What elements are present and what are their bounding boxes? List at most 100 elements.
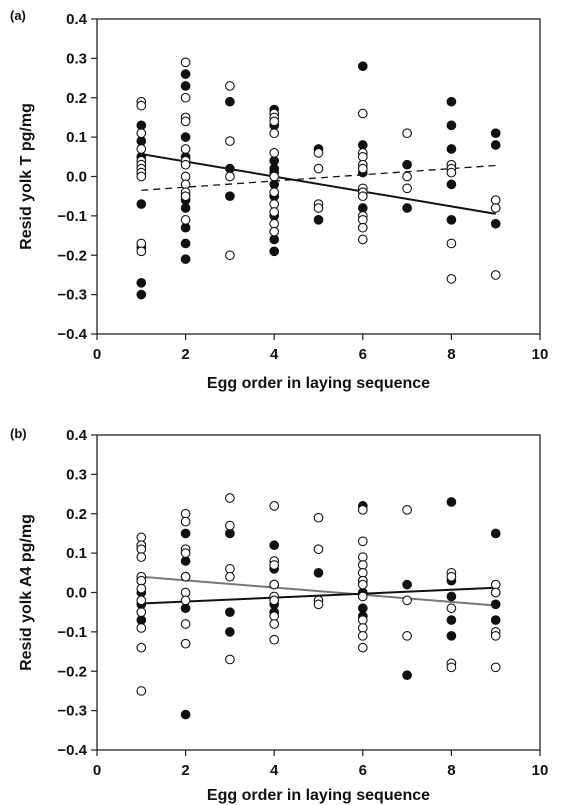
panel-a-xtick-label: 0 — [93, 346, 101, 363]
panel-a-point-filled — [180, 254, 191, 265]
panel-b-point-filled — [446, 615, 457, 625]
panel-a-point-filled — [225, 163, 235, 174]
panel-a-point-filled — [136, 120, 147, 131]
panel-b-point-filled — [446, 497, 457, 507]
panel-b-point-open — [269, 579, 280, 590]
panel-a-xtick-label: 8 — [447, 346, 455, 363]
panel-b-point-open — [357, 579, 368, 590]
panel-b-point-filled — [136, 615, 147, 625]
panel-b-plot-frame — [96, 434, 541, 751]
panel-b-point-open — [357, 591, 368, 602]
panel-a-point-filled — [313, 214, 324, 225]
panel-b-point-open — [225, 564, 235, 574]
panel-b-ytick-label: 0.4 — [66, 427, 88, 444]
panel-a-point-open — [357, 214, 368, 225]
panel-b-point-open — [136, 532, 147, 543]
panel-b-ytick-label: −0.3 — [57, 703, 87, 720]
panel-b-point-open — [313, 599, 324, 610]
panel-a-ytick-label: −0.3 — [57, 287, 87, 304]
panel-b-point-open — [136, 552, 147, 562]
panel-b-y-axis-label: Resid yolk A4 pg/mg — [18, 514, 35, 671]
panel-b-point-open — [313, 544, 324, 555]
panel-a-ytick-label: 0.1 — [66, 129, 87, 146]
panel-a-point-open — [225, 171, 235, 182]
panel-b-point-open — [269, 595, 280, 606]
panel-b-point-open — [180, 548, 191, 558]
panel-a-point-filled — [269, 246, 280, 257]
panel-a-point-filled — [446, 96, 457, 107]
panel-a-xtick-label: 4 — [270, 346, 279, 363]
panel-a-point-open — [357, 108, 368, 119]
panel-b-point-open — [136, 607, 147, 618]
panel-a-point-filled — [180, 238, 191, 249]
panel-a-point-filled — [446, 214, 457, 225]
panel-b-xtick-label: 10 — [532, 762, 549, 779]
panel-a-point-open — [180, 144, 191, 154]
panel-b-xtick-label: 4 — [270, 762, 279, 779]
panel-a-point-open — [402, 171, 412, 182]
panel-b-point-filled — [180, 528, 191, 539]
panel-b-point-open — [446, 571, 457, 582]
panel-a-point-filled — [446, 120, 457, 131]
panel-b-point-open — [490, 587, 501, 598]
panel-a-point-open — [357, 191, 368, 202]
panel-b-point-open — [446, 603, 457, 614]
panel-a-point-open — [180, 92, 191, 103]
panel-b-point-open — [136, 686, 147, 696]
panel-b-point-filled — [402, 670, 412, 681]
panel-b-point-open — [402, 630, 412, 641]
panel-a-point-filled — [136, 199, 147, 209]
panel-a-y-axis-label: Resid yolk T pg/mg — [18, 103, 35, 250]
panel-b-point-open — [490, 662, 501, 673]
panel-b-point-filled — [225, 528, 235, 539]
panel-a-point-open — [269, 226, 280, 237]
panel-b-trend-line-1 — [141, 575, 496, 607]
panel-b-point-filled — [490, 599, 501, 610]
panel-b-point-open — [269, 634, 280, 645]
panel-b-xtick-label: 2 — [181, 762, 189, 779]
panel-a-point-filled — [357, 140, 368, 150]
panel-a-ytick-label: −0.2 — [57, 247, 87, 264]
panel-a-point-filled — [446, 144, 457, 154]
panel-a-point-filled — [402, 159, 412, 170]
panel-a-point-filled — [357, 203, 368, 213]
panel-b-point-open — [490, 630, 501, 641]
panel-b-point-open — [269, 501, 280, 511]
panel-a-point-open — [269, 171, 280, 182]
panel-a-point-open — [225, 250, 235, 261]
panel-b-point-open — [402, 595, 412, 606]
panel-a-point-filled — [269, 179, 280, 190]
panel-a-ytick-label: 0.3 — [66, 50, 87, 67]
panel-b-label: (b) — [10, 426, 27, 441]
panel-b-xtick-label: 0 — [93, 762, 101, 779]
panel-b-point-open — [136, 595, 147, 606]
panel-b-point-open — [136, 575, 147, 586]
panel-b-point-open — [180, 508, 191, 519]
panel-a-point-open — [446, 167, 457, 178]
panel-a-point-filled — [490, 128, 501, 139]
panel-a-x-axis-label: Egg order in laying sequence — [207, 375, 430, 392]
panel-b-point-open — [357, 536, 368, 547]
panel-b-point-filled — [180, 603, 191, 614]
panel-a-ytick-label: 0.0 — [66, 169, 87, 186]
panel-b-point-open — [357, 560, 368, 570]
panel-b-point-filled — [180, 556, 191, 566]
panel-a-ytick-label: 0.4 — [66, 11, 88, 28]
panel-a-trend-line-1 — [141, 153, 496, 215]
panel-a-point-filled — [136, 289, 147, 300]
panel-a-point-open — [269, 116, 280, 127]
panel-a-point-open — [269, 218, 280, 229]
panel-a-point-filled — [225, 191, 235, 202]
panel-b-point-open — [357, 552, 368, 562]
panel-b-xtick-label: 6 — [359, 762, 367, 779]
panel-a-point-filled — [136, 136, 147, 146]
panel-a-point-open — [490, 203, 501, 213]
panel-a-point-open — [180, 171, 191, 182]
panel-b-point-open — [225, 493, 235, 503]
panel-b-point-open — [136, 642, 147, 653]
panel-a-point-open — [490, 270, 501, 280]
panel-b-point-filled — [225, 607, 235, 618]
panel-b-ytick-label: −0.1 — [57, 624, 87, 641]
panel-a-point-filled — [225, 96, 235, 107]
panel-a-point-open — [446, 274, 457, 284]
